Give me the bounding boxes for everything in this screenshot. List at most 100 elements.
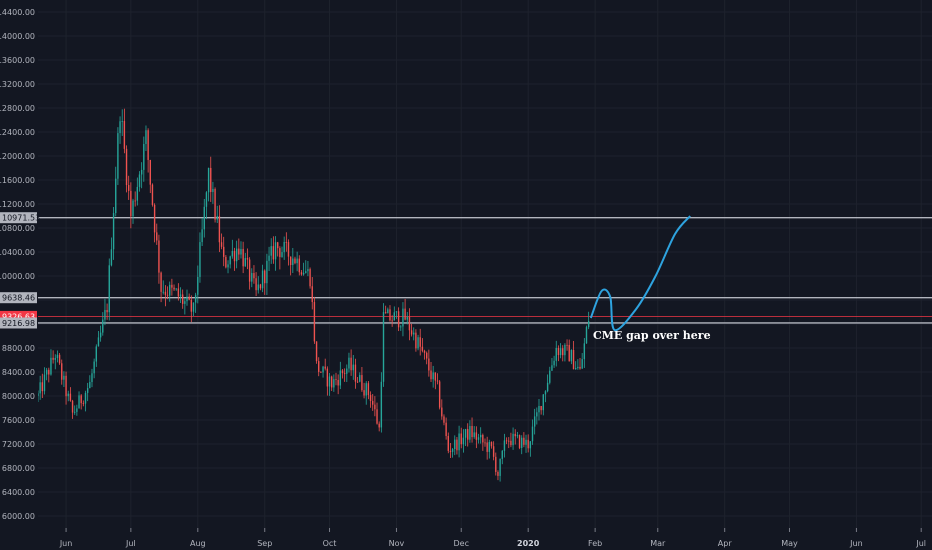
x-tick-label: Oct — [323, 539, 337, 548]
level-label-box — [0, 317, 37, 329]
candle-body — [471, 426, 473, 438]
candle-body — [184, 301, 186, 304]
candle-body — [166, 294, 169, 296]
candle-body — [84, 392, 87, 404]
candle-body — [212, 188, 214, 192]
candle-body — [438, 381, 441, 408]
candle-body — [214, 188, 216, 220]
candle-body — [359, 375, 361, 382]
candle-body — [559, 348, 562, 356]
candle-body — [406, 316, 408, 320]
candle-body — [389, 309, 391, 321]
candle-body — [270, 246, 272, 256]
candle-body — [58, 354, 61, 364]
x-tick-label: Mar — [650, 539, 666, 548]
candle-body — [119, 121, 121, 134]
candle-body — [527, 439, 529, 449]
candle-body — [538, 405, 540, 413]
candle-body — [225, 256, 227, 268]
candle-body — [322, 366, 324, 373]
candle-body — [158, 240, 160, 273]
candle-body — [229, 256, 231, 265]
candle-body — [78, 395, 80, 409]
candle-body — [529, 441, 532, 449]
candle-body — [145, 130, 147, 145]
candle-body — [447, 436, 449, 451]
candle-body — [190, 299, 193, 312]
candle-body — [540, 405, 542, 411]
candle-body — [63, 375, 65, 380]
candle-body — [410, 330, 413, 335]
y-tick-label: 13200.00 — [0, 80, 35, 89]
candle-body — [436, 380, 439, 382]
candle-body — [553, 360, 555, 366]
candle-body — [255, 278, 257, 291]
projection-curve — [589, 215, 691, 332]
candle-body — [108, 265, 110, 313]
candle-body — [510, 440, 512, 446]
candle-body — [516, 435, 519, 437]
candle-body — [205, 192, 208, 207]
candle-body — [320, 371, 322, 373]
y-tick-label: 8400.00 — [2, 368, 35, 377]
candle-body — [341, 370, 344, 374]
x-tick-label: Dec — [454, 539, 469, 548]
candle-body — [147, 130, 149, 160]
candle-body — [467, 429, 469, 440]
candle-body — [587, 321, 590, 328]
candle-body — [227, 264, 229, 268]
candle-body — [194, 294, 197, 303]
x-tick-label: Feb — [588, 539, 602, 548]
candle-body — [505, 440, 508, 442]
candle-body — [514, 433, 516, 437]
candle-body — [233, 250, 236, 262]
candle-body — [261, 270, 264, 289]
candle-body — [521, 437, 523, 448]
candle-body — [106, 309, 108, 313]
candle-body — [562, 348, 564, 356]
candle-body — [508, 440, 510, 442]
candle-body — [97, 337, 100, 347]
candle-body — [579, 366, 581, 369]
candle-body — [203, 206, 205, 230]
candle-body — [74, 411, 76, 413]
candle-body — [56, 354, 59, 359]
candle-body — [460, 433, 462, 445]
candle-body — [76, 408, 78, 412]
candle-body — [179, 294, 182, 297]
candle-body — [89, 382, 91, 389]
y-tick-label: 11600.00 — [0, 176, 35, 185]
candle-body — [581, 359, 583, 369]
candle-body — [583, 343, 586, 360]
candle-body — [503, 440, 506, 451]
candle-body — [415, 332, 417, 349]
candle-body — [285, 241, 288, 243]
candle-body — [523, 437, 525, 445]
candle-body — [428, 358, 430, 371]
candle-body — [423, 350, 426, 353]
candle-body — [259, 284, 262, 289]
candle-body — [542, 394, 545, 411]
candle-body — [400, 326, 402, 328]
level-label: 9638.46 — [2, 294, 35, 303]
candle-body — [391, 320, 393, 322]
candle-body — [499, 458, 501, 476]
level-label-box — [0, 292, 37, 304]
candle-body — [220, 242, 223, 247]
candle-body — [264, 270, 266, 284]
candle-body — [441, 407, 443, 417]
candle-body — [324, 366, 326, 369]
candle-body — [380, 381, 383, 428]
candle-body — [564, 344, 566, 356]
candle-body — [473, 432, 475, 438]
x-axis-background — [0, 528, 932, 550]
candle-body — [501, 450, 503, 459]
candle-body — [382, 312, 385, 382]
candle-body — [99, 332, 102, 338]
candle-body — [50, 357, 52, 375]
x-tick-label: Jun — [849, 539, 863, 548]
candle-body — [482, 434, 484, 443]
candle-body — [387, 309, 389, 314]
y-tick-label: 7600.00 — [2, 416, 35, 425]
